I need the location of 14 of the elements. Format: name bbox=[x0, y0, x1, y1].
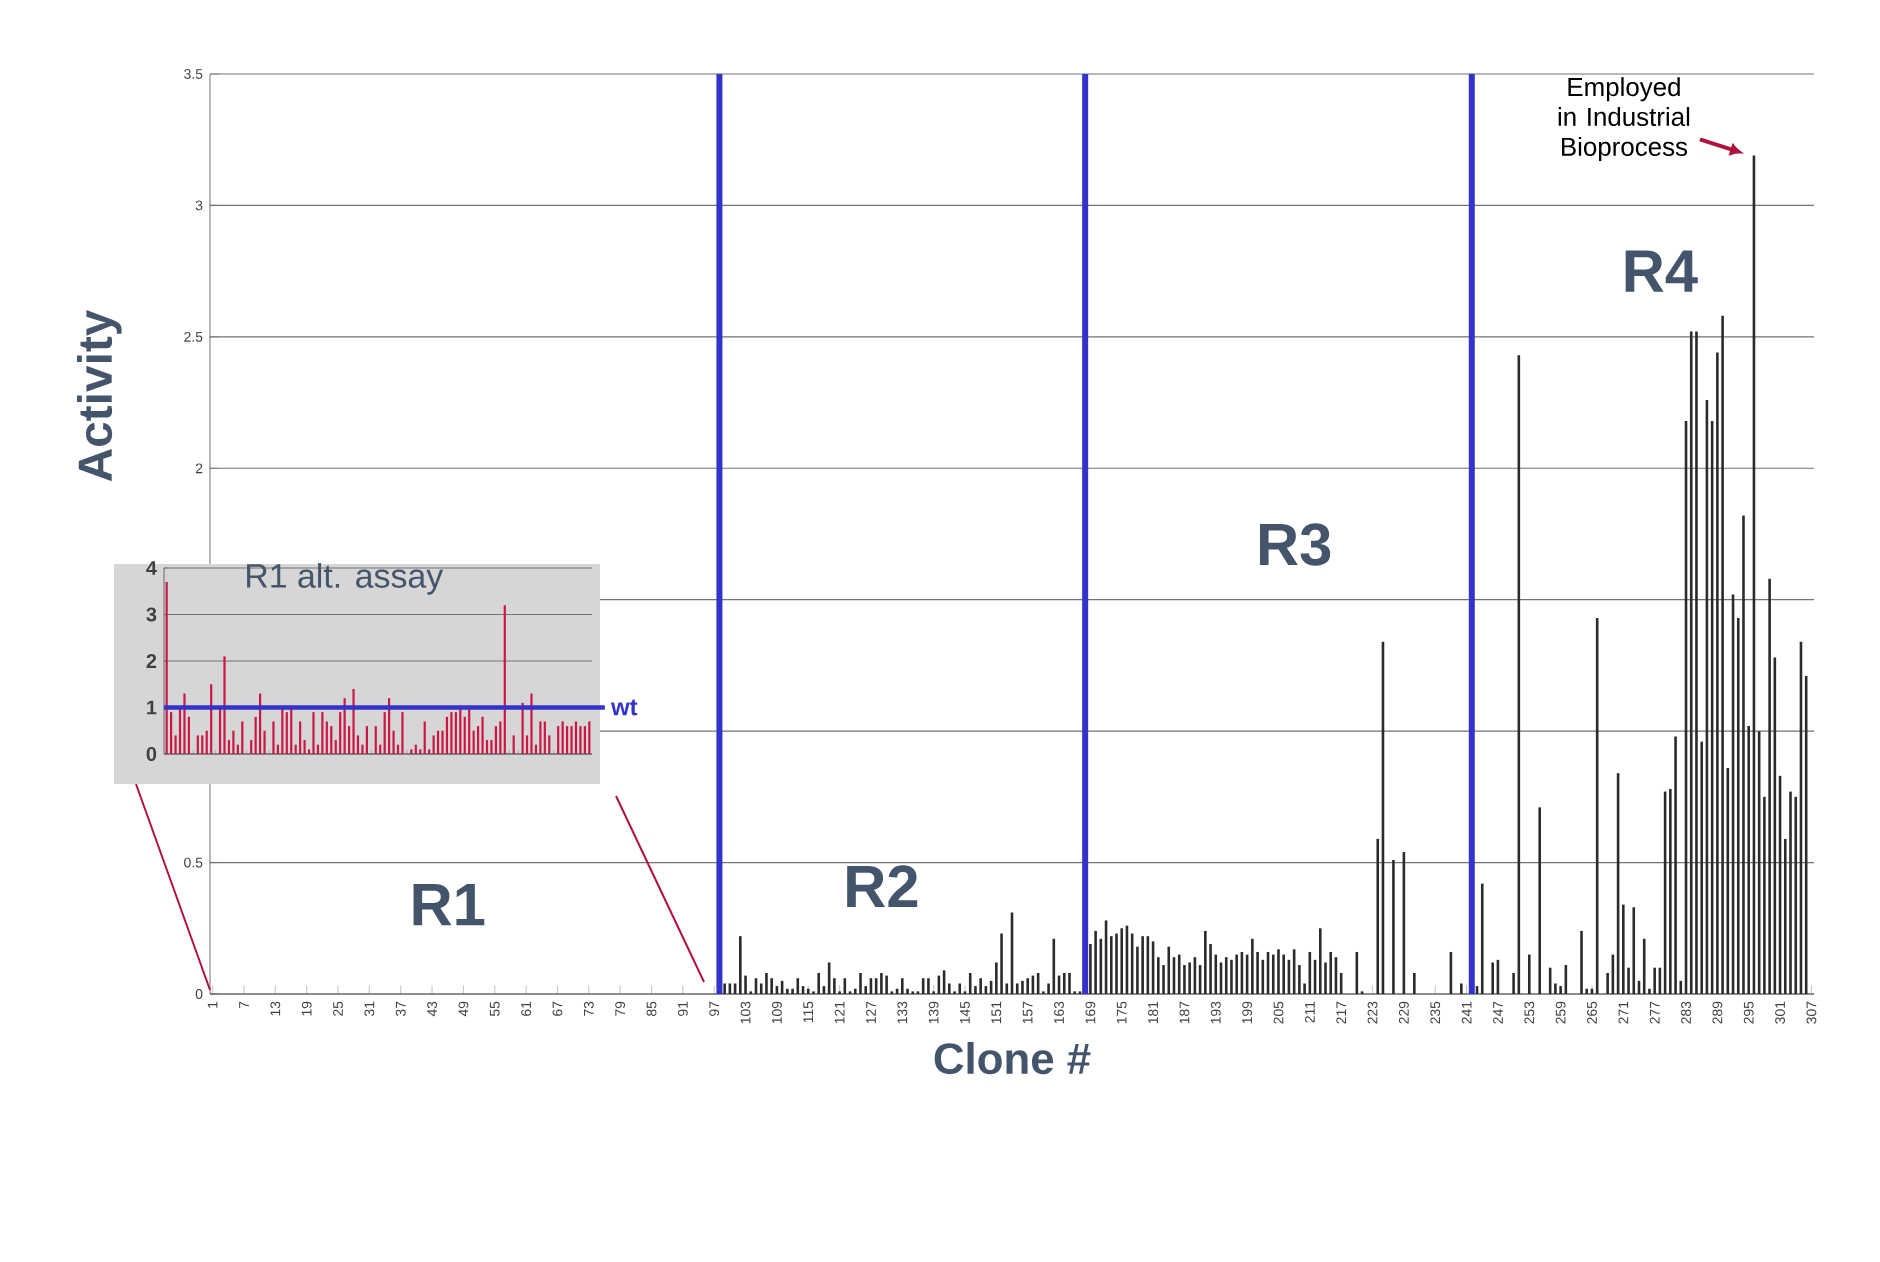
annotation: R4 bbox=[1625, 250, 1698, 292]
y-tick-label: 2 bbox=[146, 654, 157, 668]
y-tick-label: 3 bbox=[146, 607, 157, 622]
ref-line-label: wt bbox=[610, 699, 638, 716]
chart-title: R1 alt. assay bbox=[247, 563, 444, 595]
y-tick-label: 0 bbox=[146, 746, 157, 762]
annotation: Employed in Industrial Bioprocess bbox=[1558, 77, 1690, 162]
annotation: R2 bbox=[847, 865, 918, 908]
annotation: R1 bbox=[413, 884, 485, 926]
annotation: R3 bbox=[1259, 523, 1331, 566]
y-tick-label: 1 bbox=[147, 700, 157, 715]
x-axis-title: Clone # bbox=[934, 1041, 1091, 1075]
y-axis-title: Activity bbox=[77, 309, 122, 482]
y-tick-label: 4 bbox=[146, 561, 157, 575]
